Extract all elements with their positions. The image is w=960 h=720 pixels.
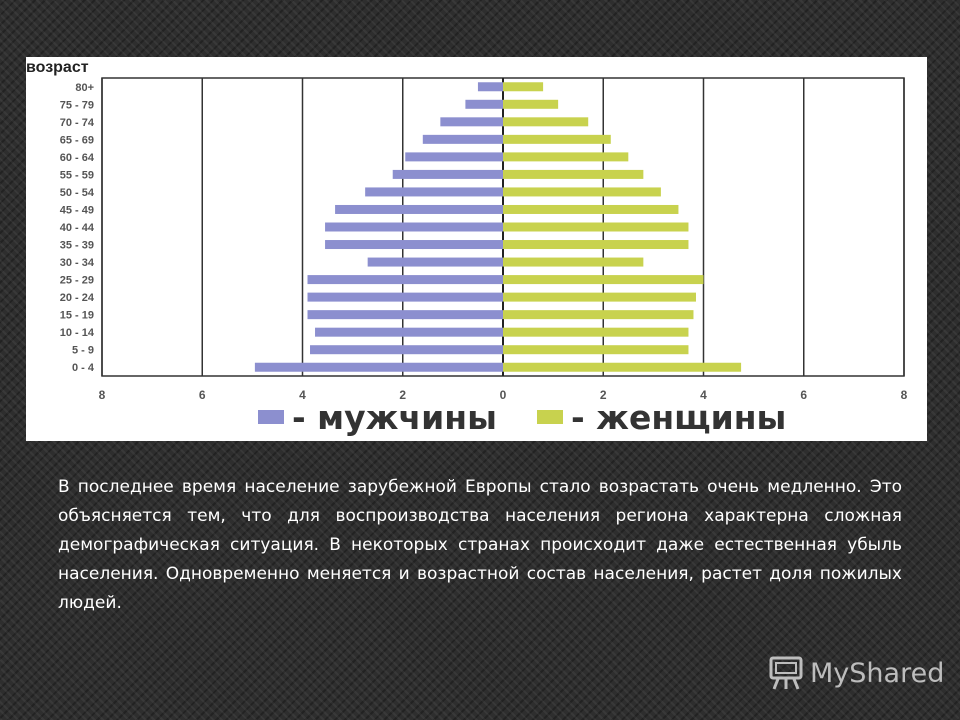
bar-female — [503, 152, 629, 162]
bar-female — [503, 134, 611, 144]
x-tick-label: 2 — [399, 388, 406, 402]
bar-male — [365, 187, 503, 197]
category-label: 75 - 79 — [60, 99, 94, 111]
bar-male — [310, 345, 503, 355]
x-tick-label: 4 — [299, 388, 306, 402]
bar-male — [307, 310, 503, 320]
category-label: 0 - 4 — [72, 362, 95, 374]
category-label: 40 - 44 — [60, 222, 95, 234]
bar-male — [440, 117, 503, 127]
category-label: 20 - 24 — [60, 292, 95, 304]
category-label: 30 - 34 — [60, 257, 95, 269]
bar-female — [503, 187, 661, 197]
bar-male — [307, 275, 503, 285]
bar-female — [503, 310, 694, 320]
bar-female — [503, 292, 696, 302]
bar-female — [503, 327, 689, 337]
logo-text: MyShared — [810, 657, 945, 689]
chart-bars — [254, 82, 742, 372]
bar-male — [325, 240, 503, 250]
x-tick-label: 4 — [700, 388, 707, 402]
legend-item-male: - мужчины — [258, 398, 497, 437]
population-pyramid-chart: возраст 8 6 4 2 0 2 4 6 8 80+ 75 - 79 70 - 74 65 - 6… — [26, 57, 927, 441]
bar-male — [405, 152, 503, 162]
bar-female — [503, 117, 589, 127]
bar-female — [503, 169, 644, 179]
bar-male — [254, 362, 503, 372]
bar-female — [503, 204, 679, 214]
bar-female — [503, 99, 559, 109]
legend-label-male: - мужчины — [292, 397, 497, 437]
chart-grid — [101, 77, 905, 377]
category-label: 65 - 69 — [60, 134, 94, 146]
category-label: 80+ — [75, 82, 94, 94]
x-tick-label: 8 — [901, 388, 908, 402]
bar-female — [503, 240, 689, 250]
legend-swatch-female — [536, 410, 563, 424]
bar-male — [422, 134, 503, 144]
bar-female — [503, 222, 689, 232]
legend-swatch-male — [258, 410, 284, 424]
category-label: 60 - 64 — [60, 152, 95, 164]
chart-labels: возраст 8 6 4 2 0 2 4 6 8 80+ 75 - 79 70 - 74 65 - 6… — [26, 59, 908, 402]
category-label: 5 - 9 — [72, 345, 94, 357]
x-tick-label: 6 — [800, 388, 807, 402]
bar-male — [477, 82, 503, 92]
bar-male — [335, 204, 503, 214]
bar-male — [307, 292, 503, 302]
bar-female — [503, 257, 644, 267]
x-tick-label: 6 — [199, 388, 206, 402]
description-paragraph: В последнее время население зарубежной Е… — [58, 477, 902, 613]
projector-icon — [769, 656, 803, 690]
chart-svg: возраст 8 6 4 2 0 2 4 6 8 80+ 75 - 79 70 - 74 65 - 6… — [26, 59, 908, 402]
y-axis-title: возраст — [26, 59, 89, 76]
x-tick-label: 0 — [500, 388, 507, 402]
myshared-logo[interactable]: MyShared — [768, 656, 944, 690]
bar-male — [465, 99, 503, 109]
chart-legend: - мужчины - женщины — [258, 392, 826, 442]
category-label: 70 - 74 — [60, 117, 95, 129]
legend-item-female: - женщины — [536, 397, 787, 437]
x-tick-label: 8 — [99, 388, 106, 402]
bar-male — [315, 327, 503, 337]
category-label: 45 - 49 — [60, 204, 94, 216]
bar-male — [367, 257, 503, 267]
legend-label-female: - женщины — [570, 397, 787, 437]
bar-female — [503, 82, 544, 92]
category-label: 10 - 14 — [60, 327, 95, 339]
x-tick-label: 2 — [600, 388, 607, 402]
bar-male — [392, 169, 503, 179]
bar-female — [503, 275, 704, 285]
category-label: 35 - 39 — [60, 240, 94, 252]
bar-male — [325, 222, 503, 232]
category-label: 50 - 54 — [60, 187, 95, 199]
category-label: 25 - 29 — [60, 275, 94, 287]
bar-female — [503, 362, 742, 372]
bar-female — [503, 345, 689, 355]
category-label: 15 - 19 — [60, 310, 94, 322]
category-label: 55 - 59 — [60, 169, 94, 181]
